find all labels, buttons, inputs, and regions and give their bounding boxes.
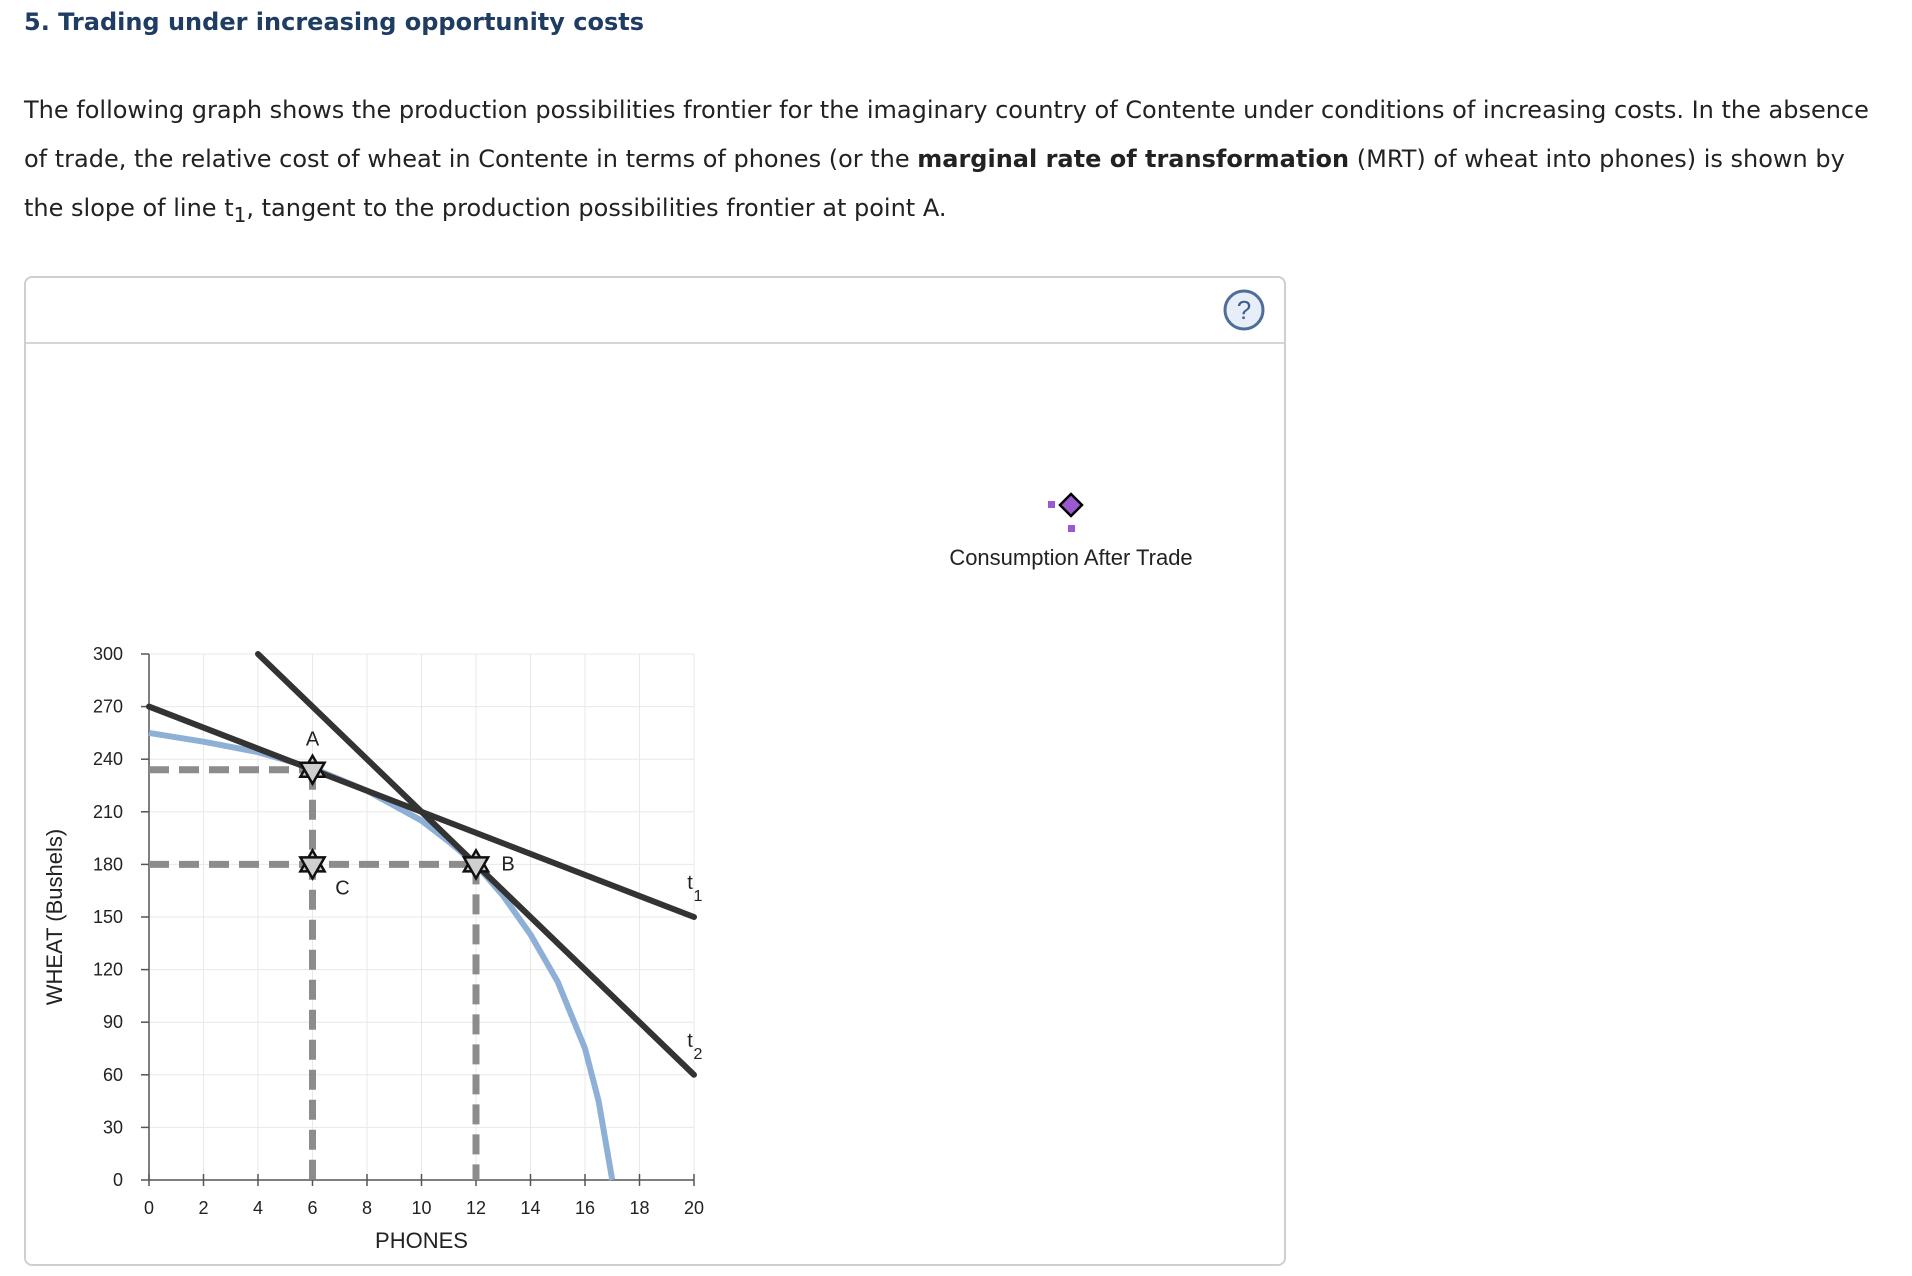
y-tick-label: 120 xyxy=(93,960,123,980)
x-tick-label: 14 xyxy=(520,1198,540,1218)
svg-text:?: ? xyxy=(1237,295,1251,325)
x-tick-label: 18 xyxy=(629,1198,649,1218)
tangent-line-label-t2: t xyxy=(687,1030,693,1052)
x-tick-label: 6 xyxy=(307,1198,317,1218)
y-tick-label: 240 xyxy=(93,749,123,769)
intro-text-1: The following graph shows the production… xyxy=(24,96,1869,173)
point-label-C: C xyxy=(335,877,349,899)
point-label-B: B xyxy=(501,853,514,875)
y-tick-label: 0 xyxy=(113,1170,123,1190)
x-tick-label: 0 xyxy=(144,1198,154,1218)
ppf-chart: 0 2 4 6 8 10 12 14 16 18 2003060901201501802102402… xyxy=(42,644,704,1253)
x-tick-label: 10 xyxy=(411,1198,431,1218)
ppf-curve xyxy=(148,729,616,1181)
intro-subscript: 1 xyxy=(233,202,247,227)
x-tick-label: 8 xyxy=(362,1198,372,1218)
y-tick-label: 270 xyxy=(93,697,123,717)
point-marker xyxy=(461,856,491,881)
x-tick-label: 4 xyxy=(253,1198,263,1218)
consumption-after-trade-tool[interactable]: Consumption After Trade xyxy=(906,478,1236,598)
y-tick-label: 300 xyxy=(93,644,123,664)
x-tick-label: 12 xyxy=(466,1198,486,1218)
graph-panel: ? 0 2 4 6 8 10 12 14 16 18 20 0 30 60 90 120 150 180 210 24… xyxy=(24,276,1286,1266)
graph-panel-header: ? xyxy=(26,278,1284,344)
y-tick-label: 210 xyxy=(93,802,123,822)
y-tick-label: 60 xyxy=(103,1065,123,1085)
x-tick-label: 2 xyxy=(198,1198,208,1218)
y-tick-label: 30 xyxy=(103,1117,123,1137)
page-title: 5. Trading under increasing opportunity … xyxy=(24,8,645,36)
x-axis-title: PHONES xyxy=(375,1228,468,1253)
y-tick-label: 90 xyxy=(103,1012,123,1032)
intro-bold-term: marginal rate of transformation xyxy=(917,145,1350,173)
intro-text-2: (MRT) of wheat into phones) is shown by … xyxy=(24,145,1845,222)
tangent-line-subscript-t1: 1 xyxy=(694,888,703,905)
intro-paragraph: The following graph shows the production… xyxy=(24,86,1884,240)
intro-text-3: , tangent to the production possibilitie… xyxy=(246,194,947,222)
point-marker xyxy=(298,856,327,881)
x-tick-label: 20 xyxy=(684,1198,704,1218)
point-label-A: A xyxy=(306,729,320,751)
y-axis-title: WHEAT (Bushels) xyxy=(42,829,67,1005)
y-tick-label: 150 xyxy=(93,907,123,927)
diamond-point-icon[interactable] xyxy=(1046,492,1096,542)
x-tick-label: 16 xyxy=(575,1198,595,1218)
question-mark-icon[interactable]: ? xyxy=(1222,288,1266,332)
y-tick-label: 180 xyxy=(93,854,123,874)
consumption-after-trade-label: Consumption After Trade xyxy=(949,545,1193,570)
tangent-line-subscript-t2: 2 xyxy=(694,1046,703,1063)
tangent-line-label-t1: t xyxy=(687,872,693,894)
point-marker xyxy=(298,761,327,787)
